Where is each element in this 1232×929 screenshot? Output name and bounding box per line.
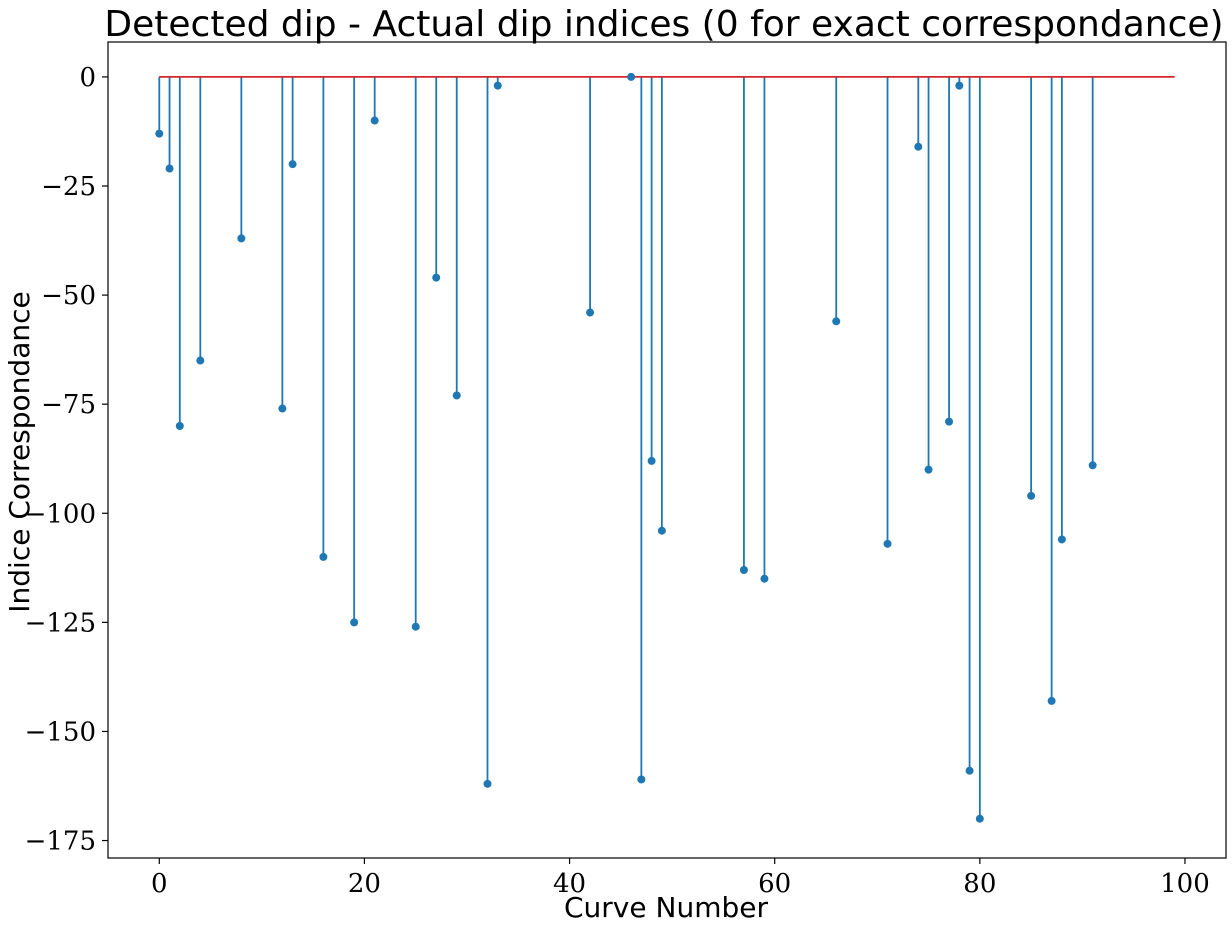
stem-marker bbox=[452, 391, 461, 400]
y-tick-label: −25 bbox=[41, 172, 96, 202]
y-tick-label: −125 bbox=[25, 608, 96, 638]
stem-marker bbox=[155, 129, 164, 138]
x-tick-label: 20 bbox=[348, 869, 381, 899]
y-tick-label: −75 bbox=[41, 390, 96, 420]
stem-marker bbox=[586, 308, 595, 317]
stem-marker bbox=[955, 81, 964, 90]
stem-marker bbox=[237, 234, 246, 243]
y-tick-label: −100 bbox=[25, 499, 96, 529]
stem-marker bbox=[370, 116, 379, 125]
stem-marker bbox=[165, 164, 174, 173]
stem-marker bbox=[945, 417, 954, 426]
x-tick-label: 40 bbox=[553, 869, 586, 899]
stem-marker bbox=[739, 566, 748, 574]
stem-marker bbox=[1057, 535, 1066, 544]
stem-marker bbox=[319, 552, 328, 561]
x-tick-label: 80 bbox=[963, 869, 996, 899]
x-axis-label: Curve Number bbox=[564, 891, 768, 924]
stem-marker bbox=[883, 539, 892, 548]
stem-marker bbox=[483, 779, 492, 788]
y-axis-label: Indice Correspondance bbox=[3, 291, 36, 612]
stem-marker bbox=[924, 465, 933, 474]
y-tick-label: −175 bbox=[25, 827, 96, 857]
plot-frame bbox=[107, 41, 1227, 859]
stem-marker bbox=[914, 142, 923, 151]
stem-marker bbox=[175, 422, 184, 430]
y-tick-label: −50 bbox=[41, 281, 96, 311]
stem-marker bbox=[657, 526, 666, 535]
x-tick-label: 60 bbox=[758, 869, 791, 899]
chart-title: Detected dip - Actual dip indices (0 for… bbox=[104, 4, 1223, 45]
y-tick-label: −150 bbox=[25, 717, 96, 747]
x-tick-label: 0 bbox=[151, 869, 168, 899]
stem-marker bbox=[278, 404, 287, 413]
stem-marker bbox=[760, 574, 769, 583]
x-tick-label: 100 bbox=[1160, 869, 1210, 899]
y-tick-label: 0 bbox=[79, 63, 96, 93]
stem-marker bbox=[411, 622, 420, 631]
stem-marker bbox=[1027, 491, 1036, 500]
stem-marker bbox=[647, 456, 656, 465]
stem-marker bbox=[196, 356, 205, 365]
stem-marker bbox=[975, 814, 984, 823]
stem-marker bbox=[350, 618, 359, 627]
stem-marker bbox=[288, 160, 297, 169]
stem-marker bbox=[493, 81, 502, 90]
axis-ticks: 0 20 40 60 80 100 0 −25 −50 −75 −100 −125 −150 −175 bbox=[25, 63, 1210, 899]
stem-marker bbox=[432, 273, 441, 282]
stem-marker bbox=[832, 317, 841, 326]
stem-marker bbox=[1088, 461, 1097, 470]
stem-marker bbox=[637, 775, 646, 784]
plot-area bbox=[155, 72, 1175, 823]
stem-marker bbox=[965, 766, 974, 775]
stem-marker bbox=[1047, 696, 1056, 705]
stem-marker bbox=[627, 72, 636, 81]
